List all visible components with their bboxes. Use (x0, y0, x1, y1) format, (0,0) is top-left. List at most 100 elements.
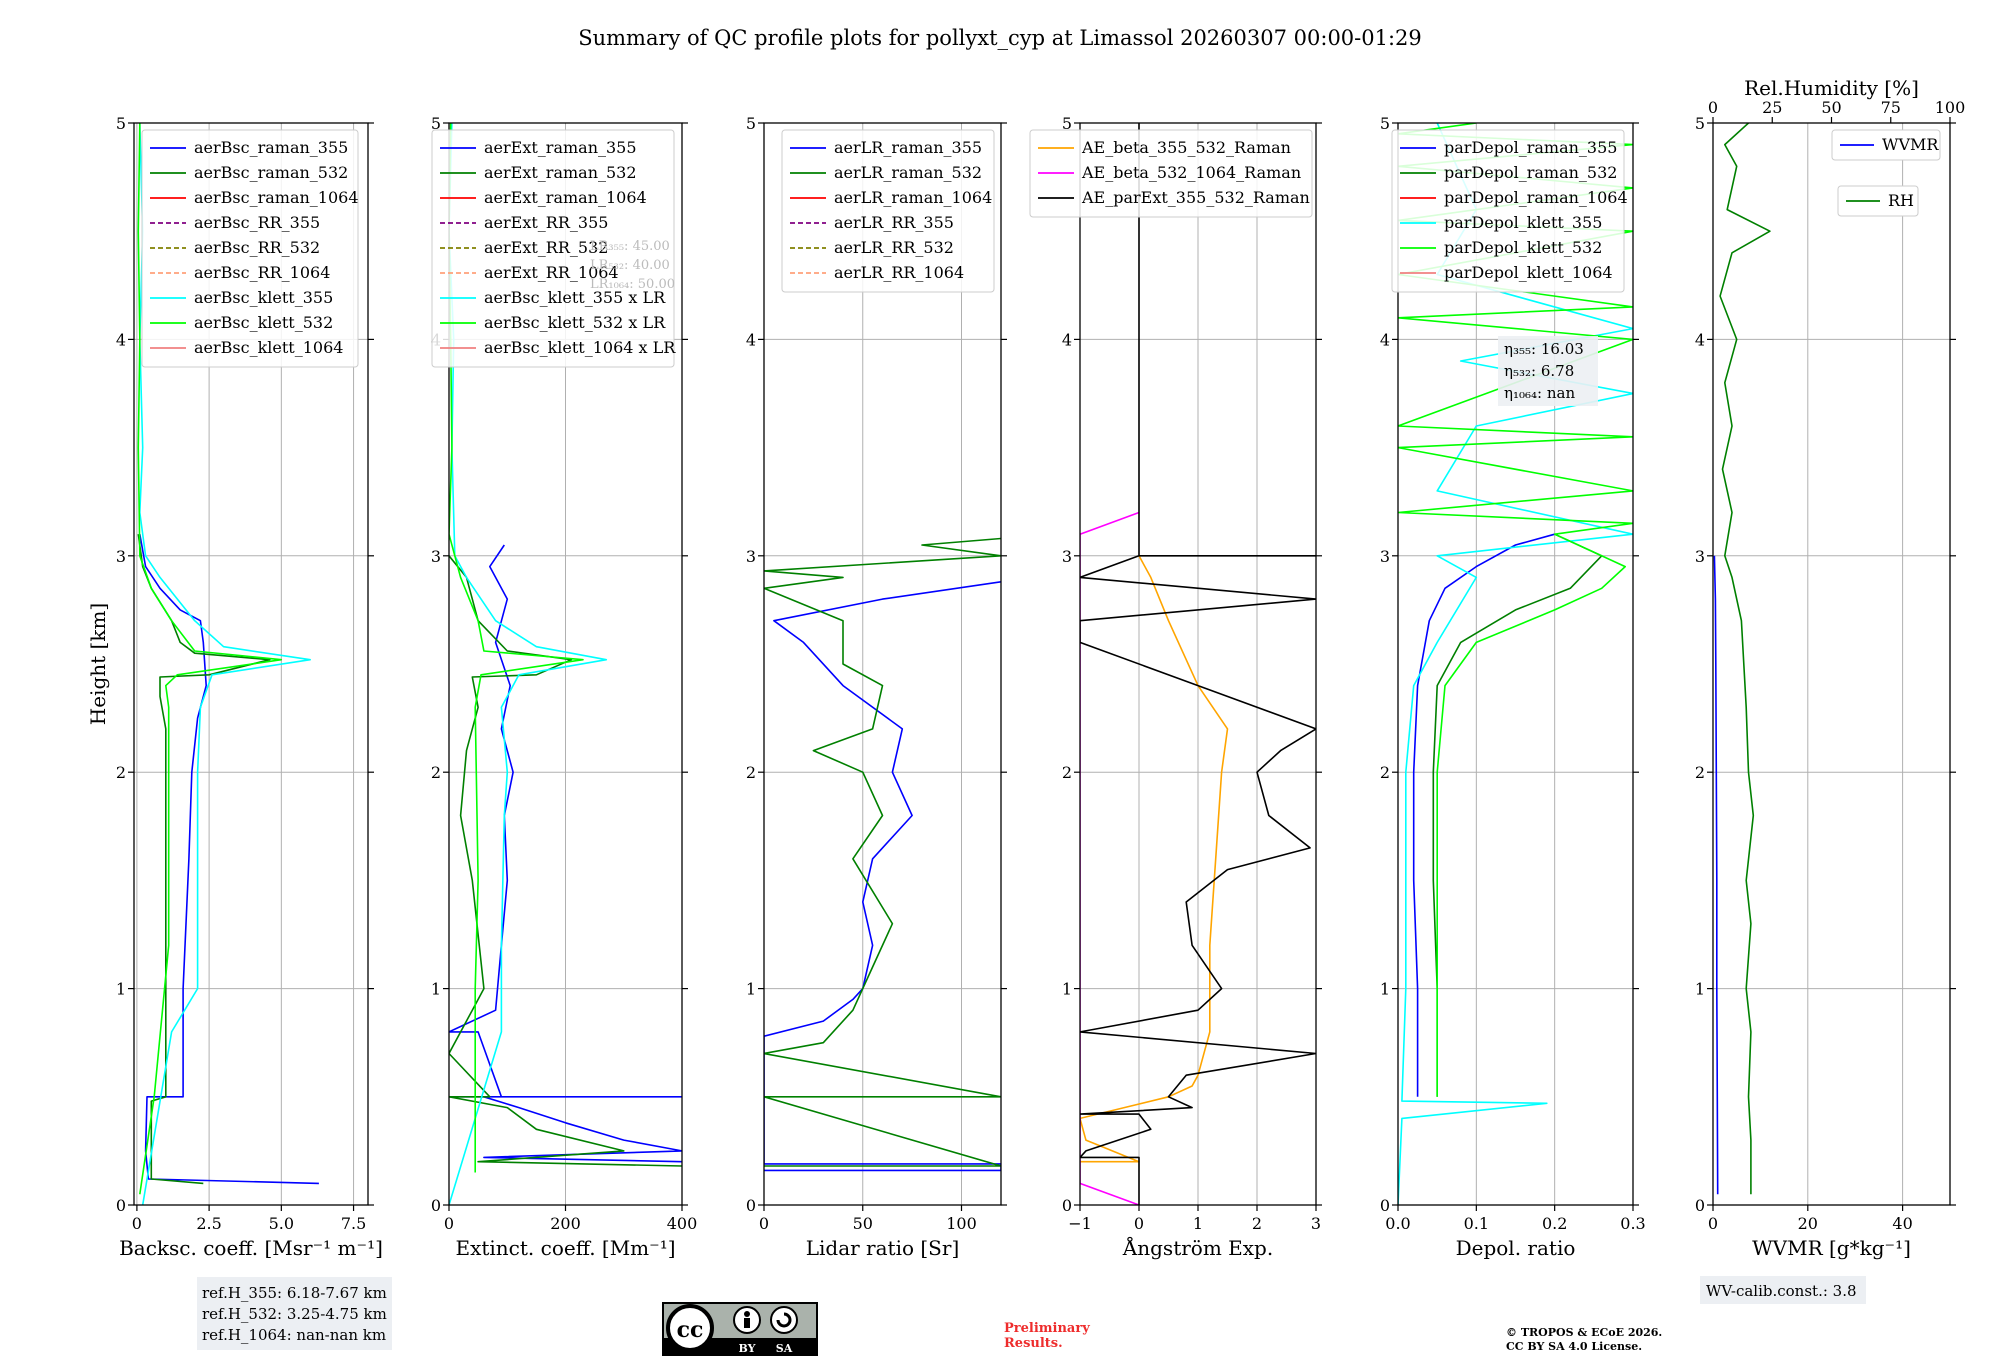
xtick-label-ae: 3 (1311, 1214, 1321, 1233)
ref-height-1064: ref.H_1064: nan-nan km (202, 1326, 386, 1344)
xtick-label-bsc: 2.5 (196, 1214, 221, 1233)
xlabel-ext: Extinct. coeff. [Mm⁻¹] (455, 1236, 675, 1260)
legend-label-bsc: aerBsc_raman_1064 (194, 188, 359, 207)
xlabel-wv: WVMR [g*kg⁻¹] (1752, 1236, 1911, 1260)
legend-label-ext: aerExt_RR_355 (484, 213, 608, 232)
axes-frame-depol (1397, 122, 1634, 1206)
ytick-label-depol: 0 (1380, 1196, 1390, 1215)
xtick-label-bsc: 0 (132, 1214, 142, 1233)
top-xtick-label-wv: 50 (1821, 98, 1841, 117)
cc-license-badge: cc BY SA (662, 1302, 818, 1356)
ref-height-annotation: ref.H_355: 6.18-7.67 km ref.H_532: 3.25-… (197, 1277, 392, 1350)
lr-value-label: LR₅₃₂: 40.00 (590, 258, 670, 273)
xtick-label-depol: 0.0 (1385, 1214, 1410, 1233)
series-aerBsc_raman_355 (139, 534, 319, 1185)
ytick-label-bsc: 4 (116, 330, 126, 349)
series-group-wv (1713, 123, 1771, 1195)
panel-ext: 0200400012345Extinct. coeff. [Mm⁻¹]aerEx… (431, 114, 697, 1260)
legend-label-bsc: aerBsc_RR_532 (194, 238, 320, 257)
ytick-label-depol: 3 (1380, 547, 1390, 566)
ytick-label-bsc: 2 (116, 763, 126, 782)
legend-label-ae: AE_beta_532_1064_Raman (1081, 163, 1301, 182)
legend-label-ext: aerExt_RR_532 (484, 238, 608, 257)
axes-frame-bsc (133, 122, 369, 1206)
ref-height-355: ref.H_355: 6.18-7.67 km (202, 1284, 387, 1302)
ytick-label-wv: 1 (1695, 980, 1705, 999)
ytick-label-lr: 4 (746, 330, 756, 349)
series-AE_beta_532_1064_Raman (1080, 511, 1140, 1205)
series-AE_parExt_355_532_Raman (1080, 123, 1316, 1205)
legend-label-ext: aerBsc_klett_532 x LR (484, 313, 666, 332)
ytick-label-ext: 5 (431, 114, 441, 133)
sa-share-icon (770, 1306, 798, 1334)
copyright-line-1: © TROPOS & ECoE 2026. (1506, 1326, 1662, 1339)
ytick-label-wv: 2 (1695, 763, 1705, 782)
legend-label-bsc: aerBsc_klett_1064 (194, 338, 343, 357)
legend-label-depol: parDepol_raman_532 (1444, 163, 1617, 182)
ytick-label-ae: 1 (1062, 980, 1072, 999)
legend-label-lr: aerLR_raman_532 (834, 163, 982, 182)
xlabel-lr: Lidar ratio [Sr] (806, 1236, 960, 1260)
series-parDepol_raman_355 (1412, 533, 1555, 1097)
ytick-label-ae: 2 (1062, 763, 1072, 782)
preliminary-label-2: Results. (1004, 1336, 1063, 1351)
panel-bsc: 0 2.5 5.0 7.5 0 1 2 3 4 5 Backsc. coeff. [Msr⁻¹ m⁻… (86, 114, 383, 1260)
legend-label-depol: parDepol_klett_1064 (1444, 263, 1613, 282)
ytick-label-ae: 5 (1062, 114, 1072, 133)
xtick-label-depol: 0.3 (1620, 1214, 1645, 1233)
xtick-label-lr: 50 (853, 1214, 873, 1233)
ytick-label-bsc: 0 (116, 1196, 126, 1215)
ytick-label-ext: 2 (431, 763, 441, 782)
xtick-label-ae: 0 (1134, 1214, 1144, 1233)
wv-calib-box (1700, 1276, 1866, 1304)
ytick-label-depol: 1 (1380, 980, 1390, 999)
legend-label-lr: aerLR_RR_355 (834, 213, 954, 232)
xtick-label-depol: 0.1 (1464, 1214, 1489, 1233)
legend-label-bsc: aerBsc_RR_355 (194, 213, 320, 232)
ytick-label-depol: 4 (1380, 330, 1390, 349)
panel-depol: 0.0 0.1 0.2 0.3 0 1 2 3 4 5 Depol. ratio parDepol_r… (1380, 114, 1646, 1260)
panel-wv: 0 20 40 0 1 2 3 4 5 WVMR [g*kg⁻¹] 0 25 50 75 100 Rel.Hu… (1695, 76, 1965, 1260)
eta-value-label: η₃₅₅: 16.03 (1504, 340, 1584, 358)
legend-box-ext (431, 129, 675, 368)
cc-logo-icon (666, 1304, 714, 1352)
xtick-label-ae: 2 (1252, 1214, 1262, 1233)
legend-label-ae: AE_parExt_355_532_Raman (1081, 188, 1310, 207)
top-xlabel-wv: Rel.Humidity [%] (1744, 76, 1919, 100)
by-label: BY (739, 1342, 756, 1355)
legend-box-depol (1391, 129, 1625, 293)
legend-box-bsc (141, 129, 359, 368)
ytick-label-lr: 2 (746, 763, 756, 782)
legend-box-lr (781, 129, 995, 293)
xtick-label-wv: 40 (1892, 1214, 1912, 1233)
preliminary-label-1: Preliminary (1004, 1321, 1090, 1336)
legend-label-rh: RH (1888, 191, 1914, 210)
ytick-label-ext: 1 (431, 980, 441, 999)
profile-plots: 0 2.5 5.0 7.5 0 1 2 3 4 5 Backsc. coeff. [Msr⁻¹ m⁻… (86, 76, 1965, 1260)
ytick-label-bsc: 5 (116, 114, 126, 133)
eta-box (1498, 336, 1598, 406)
legend-label-wvmr: WVMR (1882, 135, 1939, 154)
eta-value-label: η₅₃₂: 6.78 (1504, 362, 1574, 380)
top-xtick-label-wv: 0 (1708, 98, 1718, 117)
series-WVMR (1713, 555, 1719, 1195)
legend-label-lr: aerLR_raman_355 (834, 138, 982, 157)
legend-label-ext: aerExt_RR_1064 (484, 263, 619, 282)
ytick-label-ae: 3 (1062, 547, 1072, 566)
legend-label-ext: aerExt_raman_355 (484, 138, 637, 157)
xtick-label-wv: 0 (1708, 1214, 1718, 1233)
legend-label-ext: aerBsc_klett_355 x LR (484, 288, 666, 307)
series-parDepol_klett_355 (1398, 123, 1633, 1205)
legend-label-bsc: aerBsc_raman_355 (194, 138, 348, 157)
axes-frame-lr (763, 122, 1002, 1206)
xtick-label-lr: 0 (759, 1214, 769, 1233)
legend-label-lr: aerLR_RR_532 (834, 238, 954, 257)
ytick-label-ext: 0 (431, 1196, 441, 1215)
ytick-label-lr: 1 (746, 980, 756, 999)
by-person-body-icon (744, 1318, 750, 1328)
eta-value-label: η₁₀₆₄: nan (1504, 384, 1575, 402)
series-group-ae (1080, 123, 1316, 1205)
wv-calib-text: WV-calib.const.: 3.8 (1706, 1282, 1857, 1300)
